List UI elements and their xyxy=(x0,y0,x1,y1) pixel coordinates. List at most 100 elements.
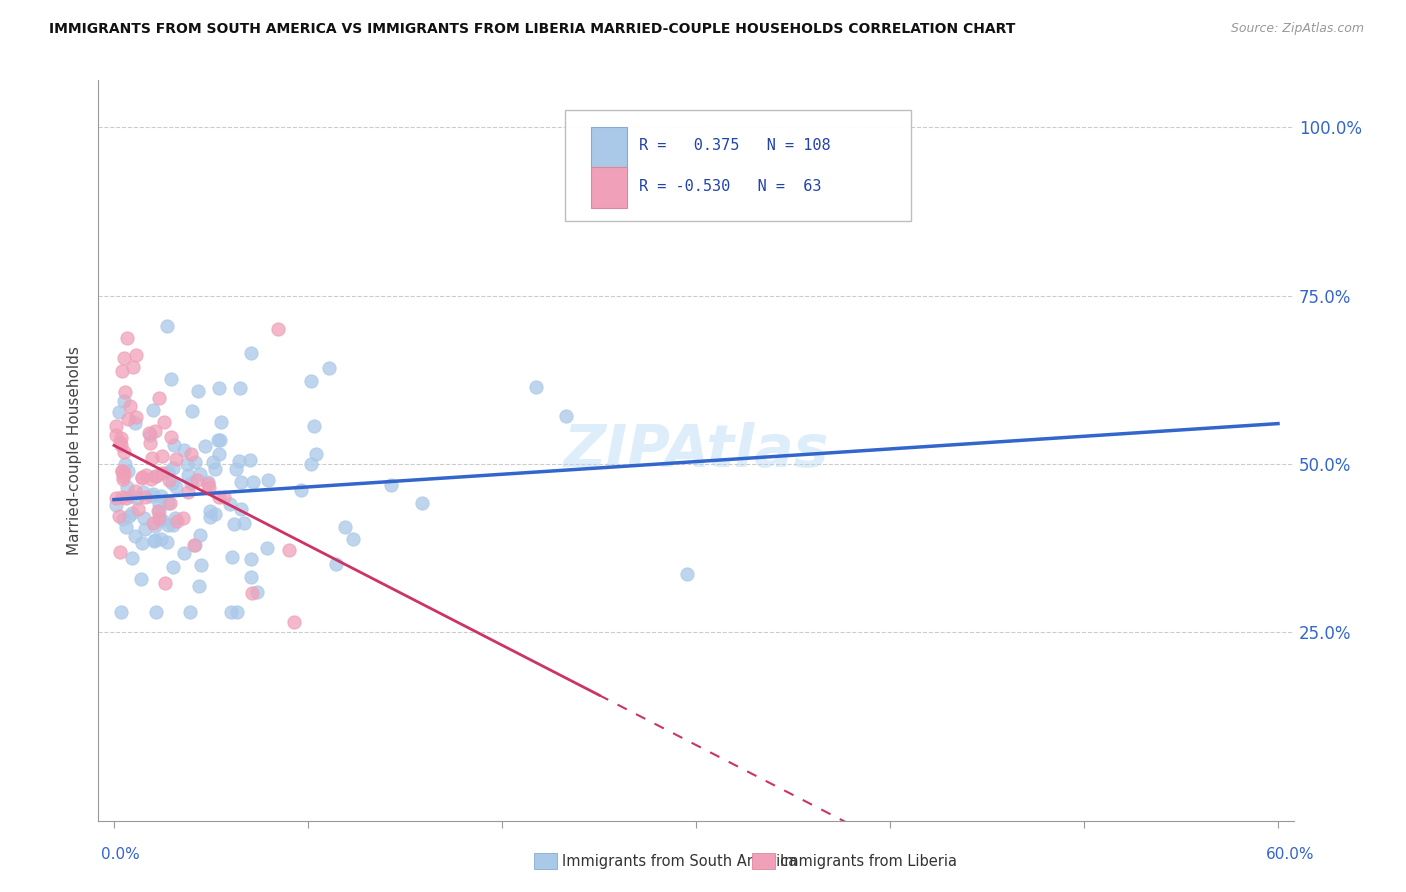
Point xyxy=(177,484,200,499)
Point xyxy=(150,489,173,503)
Point xyxy=(233,516,256,530)
Point xyxy=(183,538,205,552)
Point xyxy=(139,436,162,450)
Point xyxy=(325,557,347,571)
Text: IMMIGRANTS FROM SOUTH AMERICA VS IMMIGRANTS FROM LIBERIA MARRIED-COUPLE HOUSEHOL: IMMIGRANTS FROM SOUTH AMERICA VS IMMIGRA… xyxy=(49,22,1015,37)
Point xyxy=(148,511,170,525)
Point xyxy=(188,528,211,542)
Point xyxy=(240,570,263,584)
Point xyxy=(124,484,146,499)
Point xyxy=(155,535,177,549)
Point xyxy=(131,469,153,483)
Point xyxy=(135,467,157,482)
Point xyxy=(180,476,202,491)
Point xyxy=(197,481,219,495)
Point xyxy=(120,399,142,413)
Point xyxy=(162,559,184,574)
Point xyxy=(240,585,263,599)
Point xyxy=(184,455,207,469)
Point xyxy=(267,322,290,336)
Point xyxy=(105,491,128,506)
Point xyxy=(122,360,145,375)
Point xyxy=(148,504,170,518)
Point xyxy=(157,465,180,479)
Point xyxy=(157,517,180,532)
Point xyxy=(218,497,240,511)
Point xyxy=(209,434,232,448)
Point xyxy=(181,404,204,418)
Point xyxy=(124,417,146,431)
Point xyxy=(162,460,184,475)
Point xyxy=(208,381,231,395)
Text: Immigrants from South America: Immigrants from South America xyxy=(562,855,797,869)
Point xyxy=(111,464,134,478)
Point xyxy=(142,487,165,501)
Point xyxy=(148,391,170,405)
Point xyxy=(150,449,173,463)
Point xyxy=(110,431,132,445)
Point xyxy=(209,416,232,430)
Point xyxy=(177,468,200,483)
Point xyxy=(150,466,173,480)
Point xyxy=(186,473,208,487)
Text: ZIPAtlas: ZIPAtlas xyxy=(564,422,828,479)
Point xyxy=(219,605,242,619)
Point xyxy=(163,510,186,524)
Point xyxy=(246,584,269,599)
Point xyxy=(411,496,433,510)
Point xyxy=(188,467,211,481)
Point xyxy=(120,489,142,503)
Point xyxy=(115,520,138,534)
Text: Immigrants from Liberia: Immigrants from Liberia xyxy=(780,855,957,869)
Point xyxy=(142,402,165,417)
Text: Source: ZipAtlas.com: Source: ZipAtlas.com xyxy=(1230,22,1364,36)
Point xyxy=(204,507,226,521)
Point xyxy=(165,451,187,466)
Point xyxy=(290,483,312,497)
Point xyxy=(132,511,155,525)
Point xyxy=(190,558,212,572)
Point xyxy=(207,433,229,447)
Point xyxy=(125,491,148,505)
Point xyxy=(146,504,169,518)
Point xyxy=(131,536,153,550)
Point xyxy=(198,509,221,524)
Point xyxy=(173,442,195,457)
Text: 0.0%: 0.0% xyxy=(101,847,141,862)
Point xyxy=(112,512,135,526)
Point xyxy=(187,384,209,398)
FancyBboxPatch shape xyxy=(565,110,911,221)
Point xyxy=(125,348,148,362)
Point xyxy=(204,462,226,476)
Point xyxy=(318,360,340,375)
Point xyxy=(201,454,224,468)
Point xyxy=(107,405,129,419)
Point xyxy=(124,410,146,425)
Point xyxy=(208,491,231,505)
Point xyxy=(143,533,166,548)
Point xyxy=(240,551,263,566)
Point xyxy=(200,504,222,518)
Point xyxy=(194,439,217,453)
Point xyxy=(188,579,211,593)
Point xyxy=(148,511,170,525)
Point xyxy=(108,545,131,559)
Point xyxy=(104,499,127,513)
Point xyxy=(165,480,187,494)
Point xyxy=(121,550,143,565)
Point xyxy=(148,497,170,511)
Point xyxy=(112,466,135,480)
Point xyxy=(108,508,131,523)
Point xyxy=(142,534,165,549)
Point xyxy=(143,469,166,483)
Point xyxy=(155,576,177,591)
Point xyxy=(179,605,201,619)
Point xyxy=(242,475,264,490)
Point xyxy=(524,380,547,394)
Point xyxy=(676,566,699,581)
Point xyxy=(139,489,162,503)
Point xyxy=(212,491,235,505)
Point xyxy=(132,485,155,500)
Point xyxy=(184,538,207,552)
Point xyxy=(117,331,139,345)
